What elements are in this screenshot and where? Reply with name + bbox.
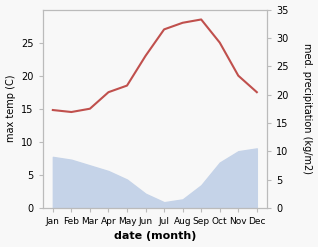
Y-axis label: med. precipitation (kg/m2): med. precipitation (kg/m2) [302, 43, 313, 174]
Y-axis label: max temp (C): max temp (C) [5, 75, 16, 143]
X-axis label: date (month): date (month) [114, 231, 196, 242]
